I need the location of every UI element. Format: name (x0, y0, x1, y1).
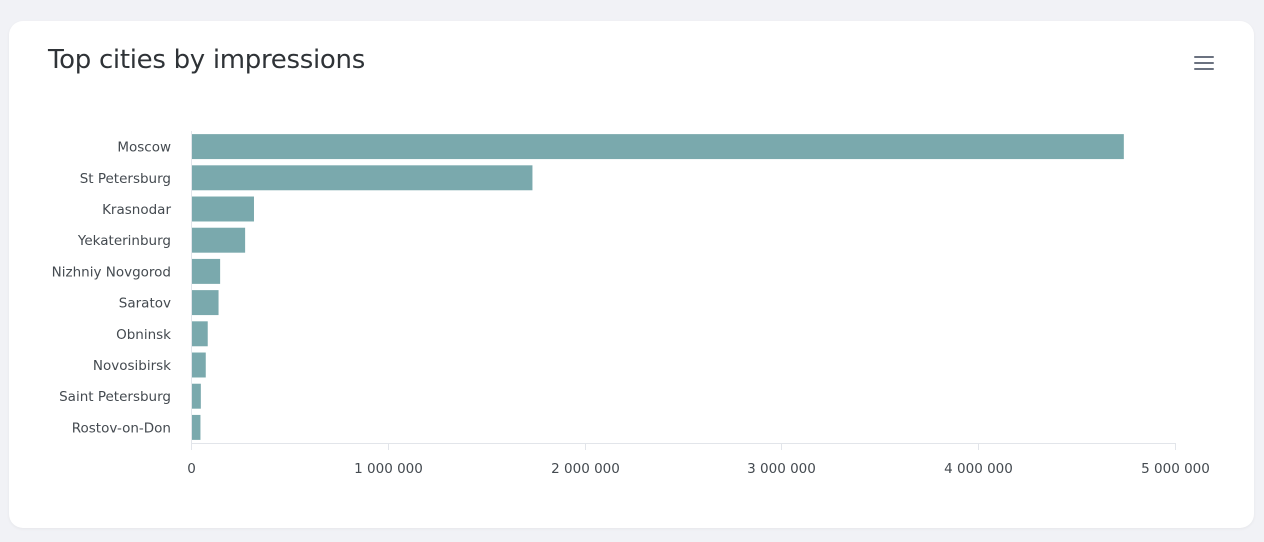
category-label: St Petersburg (80, 171, 171, 187)
x-tick-label: 0 (187, 461, 196, 477)
x-tick-label: 3 000 000 (747, 461, 816, 477)
category-label: Novosibirsk (93, 358, 171, 374)
x-tick-label: 4 000 000 (944, 461, 1013, 477)
bar-saint-petersburg[interactable] (191, 383, 201, 409)
category-label: Krasnodar (102, 202, 171, 218)
chart-title: Top cities by impressions (48, 45, 365, 75)
bar-obninsk[interactable] (191, 321, 208, 347)
category-label: Moscow (117, 140, 171, 156)
category-label: Nizhniy Novgorod (52, 264, 171, 280)
category-label: Saint Petersburg (59, 389, 171, 405)
category-label: Saratov (119, 296, 171, 312)
hamburger-menu-icon[interactable] (1190, 52, 1220, 76)
category-label: Yekaterinburg (77, 233, 171, 249)
bar-st-petersburg[interactable] (191, 165, 533, 191)
category-label: Rostov-on-Don (72, 420, 171, 436)
bar-nizhniy-novgorod[interactable] (191, 258, 221, 284)
bar-yekaterinburg[interactable] (191, 227, 246, 253)
category-label: Obninsk (116, 327, 171, 343)
bar-saratov[interactable] (191, 290, 219, 316)
bar-novosibirsk[interactable] (191, 352, 206, 378)
x-tick-label: 5 000 000 (1141, 461, 1210, 477)
bar-krasnodar[interactable] (191, 196, 254, 222)
x-tick-label: 2 000 000 (551, 461, 620, 477)
bar-moscow[interactable] (191, 134, 1124, 160)
x-tick-label: 1 000 000 (354, 461, 423, 477)
bar-rostov-on-don[interactable] (191, 414, 201, 440)
